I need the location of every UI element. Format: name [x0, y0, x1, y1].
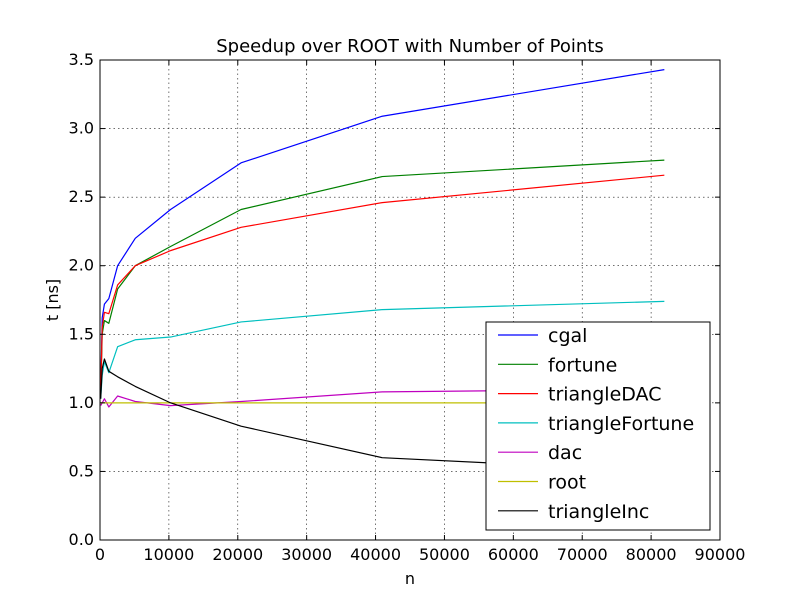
- grid-layer: [100, 60, 720, 540]
- legend-label-triangleInc: triangleInc: [548, 501, 649, 523]
- x-tick-label: 20000: [212, 545, 263, 564]
- y-tick-label: 1.5: [69, 324, 94, 343]
- series-line-triangleDAC: [100, 174, 665, 397]
- legend-label-dac: dac: [548, 442, 582, 464]
- x-tick-label: 60000: [488, 545, 539, 564]
- legend-label-cgal: cgal: [548, 325, 587, 347]
- y-tick-label: 2.0: [69, 256, 94, 275]
- x-tick-label: 0: [95, 545, 105, 564]
- y-tick-label: 3.0: [69, 119, 94, 138]
- plot-frame: [99, 59, 721, 541]
- series-line-dac: [100, 388, 665, 408]
- legend: cgal fortune triangleDAC triangleFortune dac…: [485, 321, 711, 531]
- y-tick-label: 0.5: [69, 461, 94, 480]
- series-line-cgal: [100, 69, 665, 397]
- legend-label-root: root: [548, 472, 586, 494]
- x-tick-label: 80000: [626, 545, 677, 564]
- legend-box: [485, 321, 711, 531]
- series-line-triangleInc: [100, 358, 665, 473]
- series-line-fortune: [100, 159, 665, 397]
- x-tick-label: 50000: [419, 545, 470, 564]
- legend-label-triangleDAC: triangleDAC: [548, 384, 661, 406]
- y-tick-label: 2.5: [69, 187, 94, 206]
- y-axis-title: t [ns]: [43, 279, 62, 321]
- tick-layer: 0 10000 20000 30000 40000 50000 60000 70000 8000…: [69, 50, 746, 564]
- x-tick-label: 30000: [281, 545, 332, 564]
- legend-label-triangleFortune: triangleFortune: [548, 413, 694, 435]
- x-axis-title: n: [405, 569, 415, 588]
- chart-title: Speedup over ROOT with Number of Points: [216, 36, 603, 57]
- x-tick-label: 70000: [557, 545, 608, 564]
- x-tick-label: 10000: [143, 545, 194, 564]
- y-tick-label: 3.5: [69, 50, 94, 69]
- x-tick-label: 40000: [350, 545, 401, 564]
- legend-label-fortune: fortune: [548, 354, 617, 376]
- series-line-triangleFortune: [100, 300, 665, 399]
- y-tick-label: 0.0: [69, 530, 94, 549]
- y-tick-label: 1.0: [69, 393, 94, 412]
- x-tick-label: 90000: [695, 545, 746, 564]
